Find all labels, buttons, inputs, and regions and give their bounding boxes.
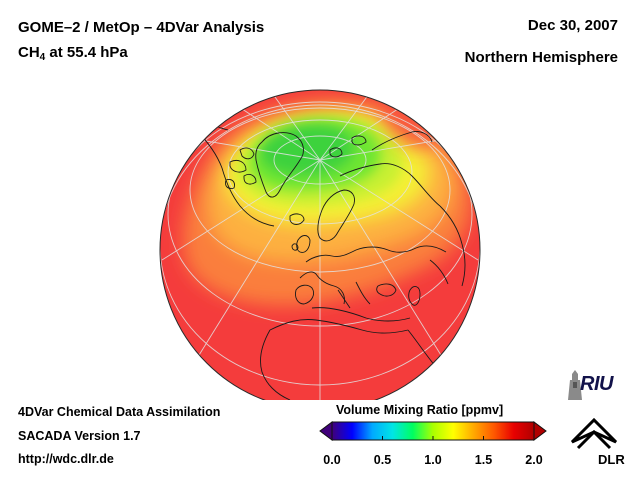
riu-tower-icon [568,370,582,400]
species-subscript: 4 [39,52,46,63]
dlr-logo: DLR [562,412,632,470]
date-label: Dec 30, 2007 [527,17,618,34]
footer-version-label: SACADA Version 1.7 [18,429,141,443]
colorbar-title: Volume Mixing Ratio [ppmv] [336,403,504,417]
globe-outline [159,89,481,400]
riu-logo: RIU [566,370,626,402]
riu-logo-text: RIU [580,373,613,395]
figure-title: GOME–2 / MetOp – 4DVar Analysis [18,19,265,36]
mixing-ratio-field [160,90,480,400]
colorbar-tick-label: 0.5 [373,453,392,467]
dlr-logo-text: DLR [598,452,625,467]
species-prefix: CH [18,44,40,61]
footer-url-link[interactable]: http://wdc.dlr.de [18,452,114,466]
species-label: CH4 at 55.4 hPa [18,45,128,63]
colorbar-under-arrow [319,421,333,441]
species-suffix: at 55.4 hPa [45,44,128,61]
region-label: Northern Hemisphere [464,49,618,66]
graticule [160,90,480,400]
coastlines [195,119,466,400]
colorbar-tick-label: 1.0 [424,453,442,467]
colorbar-tick-label: 1.5 [474,453,493,467]
colorbar-tick-label: 2.0 [525,453,543,467]
colorbar-over-arrow [533,421,547,441]
globe-map [159,89,481,400]
colorbar-tick-label: 0.0 [323,453,341,467]
colorbar [319,421,547,441]
footer-project-label: 4DVar Chemical Data Assimilation [18,405,221,419]
dlr-emblem-icon [570,417,618,450]
